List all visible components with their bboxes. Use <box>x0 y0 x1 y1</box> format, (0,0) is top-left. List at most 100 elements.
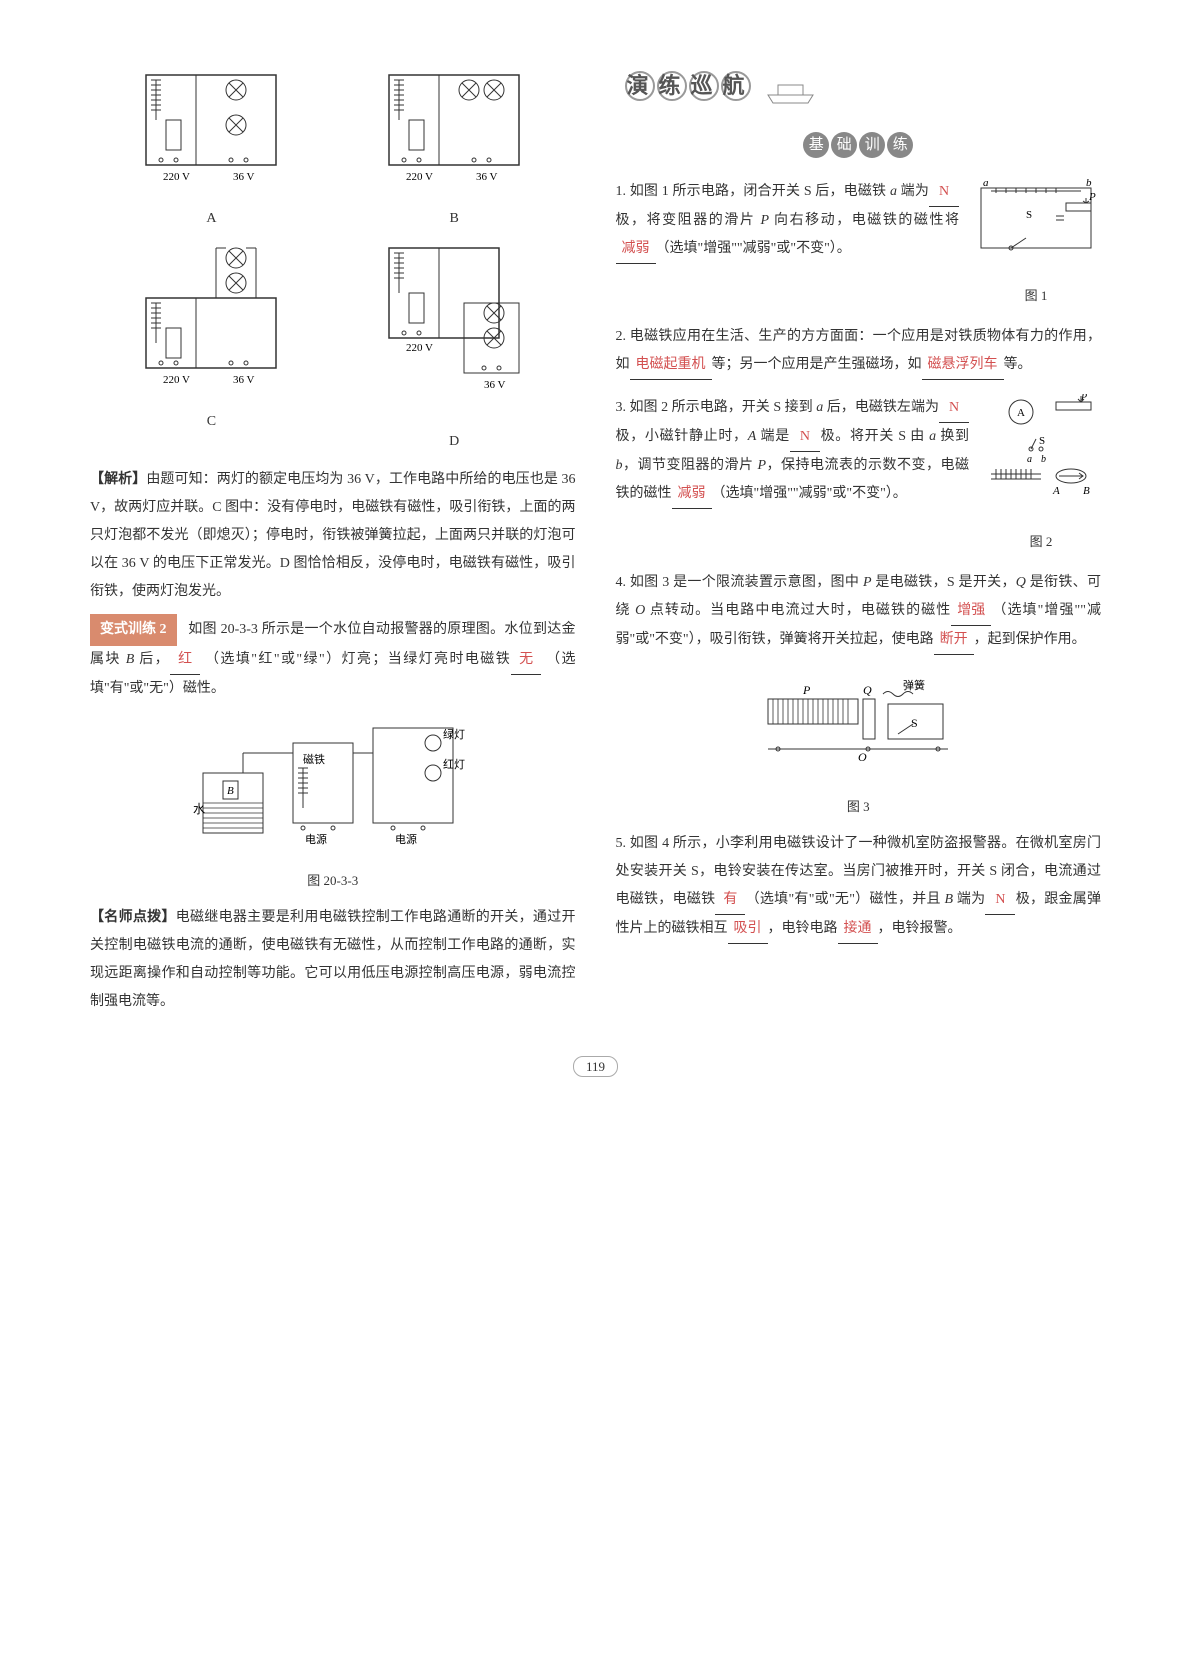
fig-caption-2033: 图 20-3-3 <box>90 868 576 894</box>
circuit-row-2: 220 V 36 V C 220 V 36 V <box>90 243 576 456</box>
svg-text:S: S <box>1039 435 1045 447</box>
svg-text:220 V: 220 V <box>406 342 433 354</box>
analysis-label: 【解析】 <box>90 472 146 487</box>
svg-text:a: a <box>1027 454 1032 465</box>
variant-ans2: 无 <box>511 646 541 675</box>
q5-t2: （选填"有"或"无"）磁性，并且 <box>745 892 944 907</box>
sb-2: 础 <box>831 132 857 158</box>
svg-text:S: S <box>911 716 918 730</box>
q5-t3: 端为 <box>953 892 985 907</box>
variant-tag: 变式训练 2 <box>90 614 177 646</box>
q3-t5: 极。将开关 S 由 <box>820 429 929 444</box>
q5-t6: ，电铃报警。 <box>878 921 962 936</box>
q1-t1: 1. 如图 1 所示电路，闭合开关 S 后，电磁铁 <box>616 184 890 199</box>
circuit-c: 220 V 36 V C <box>141 243 281 456</box>
svg-text:P: P <box>802 683 811 697</box>
q5-ans2: N <box>985 886 1015 915</box>
sb-1: 基 <box>803 132 829 158</box>
banner-c2: 练 <box>657 71 687 101</box>
voltage-label: 220 V <box>163 171 190 183</box>
q4-O: O <box>635 603 645 618</box>
q3-t3: 极，小磁针静止时， <box>616 429 748 444</box>
q5-t5: ，电铃电路 <box>768 921 838 936</box>
svg-text:磁铁: 磁铁 <box>303 753 325 766</box>
svg-text:b: b <box>1041 454 1046 465</box>
page-num-value: 119 <box>573 1056 618 1077</box>
q4-ans1: 增强 <box>951 597 991 626</box>
q3-t9: （选填"增强""减弱"或"不变"）。 <box>712 486 907 501</box>
svg-text:电源: 电源 <box>395 832 417 846</box>
q2-t2: 等；另一个应用是产生强磁场，如 <box>712 357 922 372</box>
q1-ans1: N <box>929 178 959 207</box>
q4-t4: 点转动。当电路中电流过大时，电磁铁的磁性 <box>645 603 951 618</box>
q4-ans2: 断开 <box>934 626 974 655</box>
circuit-d: 220 V 36 V D <box>384 243 524 456</box>
q2-ans1: 电磁起重机 <box>630 351 712 380</box>
svg-text:P: P <box>1088 191 1096 203</box>
banner-c3: 巡 <box>689 71 719 101</box>
circuit-row-1: 220 V 36 V A 220 V 36 V B <box>90 70 576 233</box>
question-4: 4. 如图 3 是一个限流装置示意图，图中 P 是电磁铁，S 是开关，Q 是衔铁… <box>616 569 1102 655</box>
svg-text:绿灯: 绿灯 <box>443 727 465 741</box>
q3-t4: 端是 <box>756 429 790 444</box>
svg-text:电源: 电源 <box>305 832 327 846</box>
tips-label: 【名师点拨】 <box>90 910 176 925</box>
svg-text:a: a <box>983 178 989 189</box>
svg-text:36 V: 36 V <box>476 171 498 183</box>
page-number: 119 <box>90 1054 1101 1080</box>
svg-text:A: A <box>1017 407 1025 419</box>
fig-2: A P S ab A B <box>981 394 1101 514</box>
fig3-cap: 图 3 <box>616 794 1102 820</box>
question-1: 1. 如图 1 所示电路，闭合开关 S 后，电磁铁 a 端为N极，将变阻器的滑片… <box>616 178 1102 309</box>
q3-ans3: 减弱 <box>672 480 712 509</box>
svg-text:水: 水 <box>193 802 205 816</box>
circuit-label-a: A <box>141 205 281 233</box>
q3-b: b <box>616 458 623 473</box>
q4-t6: ，起到保护作用。 <box>974 632 1086 647</box>
q3-P: P <box>757 458 766 473</box>
circuit-label-d: D <box>384 428 524 456</box>
svg-text:36 V: 36 V <box>233 374 255 386</box>
fig-1: a b S P <box>971 178 1101 268</box>
banner: 演练巡航 <box>616 60 1102 112</box>
q2-ans2: 磁悬浮列车 <box>922 351 1004 380</box>
svg-text:220 V: 220 V <box>406 171 433 183</box>
svg-text:弹簧: 弹簧 <box>903 678 925 692</box>
svg-text:220 V: 220 V <box>163 374 190 386</box>
variant-t3: （选填"红"或"绿"）灯亮；当绿灯亮时电磁铁 <box>205 652 511 667</box>
q4-t1: 4. 如图 3 是一个限流装置示意图，图中 <box>616 575 863 590</box>
q1-t2: 端为 <box>897 184 929 199</box>
banner-c1: 演 <box>625 71 655 101</box>
analysis-text: 由题可知：两灯的额定电压均为 36 V，工作电路中所给的电压也是 36 V，故两… <box>90 472 576 599</box>
tips-para: 【名师点拨】电磁继电器主要是利用电磁铁控制工作电路通断的开关，通过开关控制电磁铁… <box>90 904 576 1016</box>
circuit-label-b: B <box>384 205 524 233</box>
svg-text:B: B <box>227 785 234 797</box>
circuit-b: 220 V 36 V B <box>384 70 524 233</box>
q4-P: P <box>863 575 872 590</box>
q1-a: a <box>890 184 897 199</box>
q4-t2: 是电磁铁，S 是开关， <box>872 575 1016 590</box>
svg-text:S: S <box>1026 209 1032 221</box>
svg-text:Q: Q <box>863 683 872 697</box>
question-2: 2. 电磁铁应用在生活、生产的方方面面：一个应用是对铁质物体有力的作用，如电磁起… <box>616 323 1102 380</box>
q5-ans3: 吸引 <box>728 915 768 944</box>
q3-ans1: N <box>939 394 969 423</box>
question-3: 3. 如图 2 所示电路，开关 S 接到 a 后，电磁铁左端为N极，小磁针静止时… <box>616 394 1102 555</box>
variant-para: 变式训练 2 如图 20-3-3 所示是一个水位自动报警器的原理图。水位到达金属… <box>90 614 576 703</box>
q2-t3: 等。 <box>1004 357 1032 372</box>
svg-text:b: b <box>1086 178 1092 189</box>
svg-text:B: B <box>1083 485 1090 497</box>
q1-ans2: 减弱 <box>616 235 656 264</box>
fig-20-3-3: B 水 磁铁 电源 绿灯 红灯 电源 图 20-3-3 <box>90 713 576 894</box>
q3-t2: 后，电磁铁左端为 <box>823 400 939 415</box>
q1-t4: 向右移动，电磁铁的磁性将 <box>769 213 959 228</box>
question-5: 5. 如图 4 所示，小李利用电磁铁设计了一种微机室防盗报警器。在微机室房门处安… <box>616 830 1102 944</box>
svg-text:红灯: 红灯 <box>443 758 465 771</box>
q3-t7: ，调节变阻器的滑片 <box>623 458 758 473</box>
q5-ans4: 接通 <box>838 915 878 944</box>
ship-icon <box>763 75 823 105</box>
svg-text:O: O <box>858 750 867 764</box>
banner-c4: 航 <box>721 71 751 101</box>
circuit-label-c: C <box>141 408 281 436</box>
svg-text:36 V: 36 V <box>484 379 506 391</box>
